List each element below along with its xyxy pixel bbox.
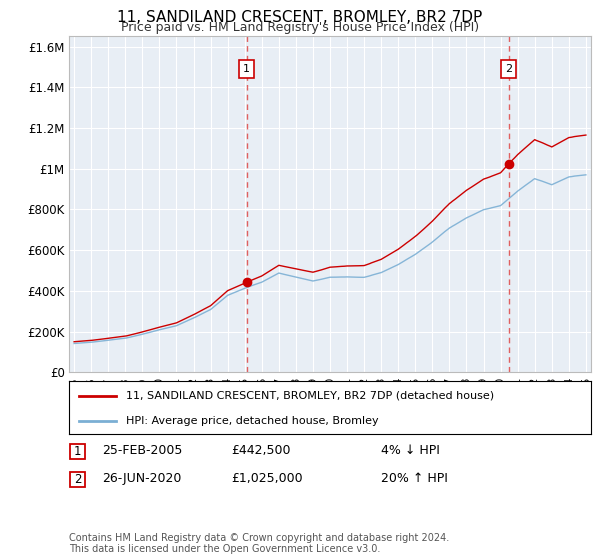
Text: 11, SANDILAND CRESCENT, BROMLEY, BR2 7DP (detached house): 11, SANDILAND CRESCENT, BROMLEY, BR2 7DP… bbox=[127, 391, 494, 401]
Text: 2: 2 bbox=[505, 64, 512, 74]
Text: 1: 1 bbox=[74, 445, 81, 459]
Text: 25-FEB-2005: 25-FEB-2005 bbox=[102, 444, 182, 458]
Text: 20% ↑ HPI: 20% ↑ HPI bbox=[381, 472, 448, 486]
Text: 2: 2 bbox=[74, 473, 81, 487]
Text: HPI: Average price, detached house, Bromley: HPI: Average price, detached house, Brom… bbox=[127, 416, 379, 426]
Text: Price paid vs. HM Land Registry's House Price Index (HPI): Price paid vs. HM Land Registry's House … bbox=[121, 21, 479, 34]
FancyBboxPatch shape bbox=[70, 473, 85, 487]
Text: 1: 1 bbox=[243, 64, 250, 74]
Text: 11, SANDILAND CRESCENT, BROMLEY, BR2 7DP: 11, SANDILAND CRESCENT, BROMLEY, BR2 7DP bbox=[118, 10, 482, 25]
FancyBboxPatch shape bbox=[70, 445, 85, 459]
Text: Contains HM Land Registry data © Crown copyright and database right 2024.
This d: Contains HM Land Registry data © Crown c… bbox=[69, 533, 449, 554]
Text: 4% ↓ HPI: 4% ↓ HPI bbox=[381, 444, 440, 458]
Text: £442,500: £442,500 bbox=[231, 444, 290, 458]
Text: 26-JUN-2020: 26-JUN-2020 bbox=[102, 472, 181, 486]
Text: £1,025,000: £1,025,000 bbox=[231, 472, 302, 486]
